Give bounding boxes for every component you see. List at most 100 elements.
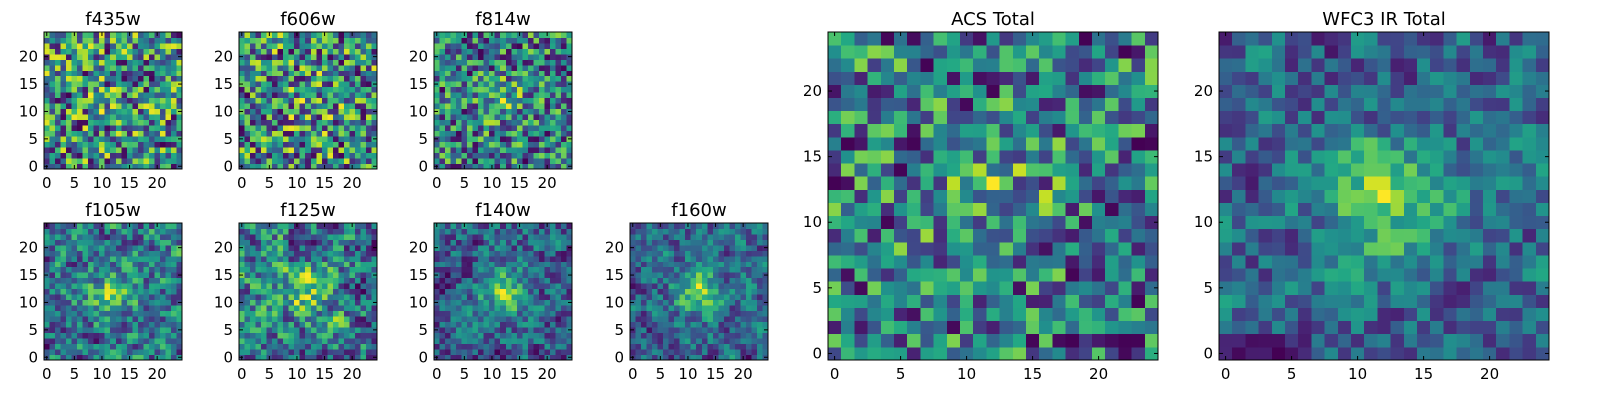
heatmap-cell bbox=[371, 86, 378, 93]
heatmap-cell bbox=[239, 310, 245, 317]
heatmap-cell bbox=[310, 42, 317, 49]
heatmap-cell bbox=[132, 305, 139, 312]
heatmap-cell bbox=[685, 299, 692, 306]
heatmap-cell bbox=[332, 261, 339, 268]
y-tick-label: 0 bbox=[223, 157, 233, 175]
heatmap-cell bbox=[1078, 320, 1093, 335]
heatmap-cell bbox=[450, 53, 457, 60]
heatmap-cell bbox=[310, 119, 317, 126]
heatmap-cell bbox=[1092, 346, 1106, 361]
heatmap-cell bbox=[55, 255, 61, 262]
heatmap-cell bbox=[88, 152, 95, 159]
heatmap-cell bbox=[960, 320, 974, 335]
heatmap-cell bbox=[756, 343, 763, 350]
heatmap-cell bbox=[549, 283, 556, 290]
heatmap-cell bbox=[751, 294, 758, 301]
heatmap-cell bbox=[299, 147, 306, 153]
heatmap-cell bbox=[522, 125, 529, 132]
heatmap-cell bbox=[294, 158, 301, 164]
heatmap-cell bbox=[729, 223, 736, 229]
heatmap-cell bbox=[657, 327, 664, 333]
heatmap-cell bbox=[143, 59, 150, 66]
heatmap-cell bbox=[126, 310, 133, 317]
heatmap-cell bbox=[104, 59, 111, 66]
heatmap-cell bbox=[170, 288, 177, 295]
heatmap-cell bbox=[360, 86, 367, 93]
heatmap-cell bbox=[343, 338, 350, 344]
heatmap-cell bbox=[126, 283, 133, 290]
heatmap-cell bbox=[734, 250, 741, 257]
heatmap-cell bbox=[946, 202, 961, 217]
heatmap-cell bbox=[478, 349, 485, 355]
heatmap-cell bbox=[1065, 333, 1080, 348]
heatmap-cell bbox=[751, 228, 758, 235]
heatmap-cell bbox=[740, 250, 747, 257]
heatmap-cell bbox=[99, 294, 106, 301]
heatmap-cell bbox=[544, 92, 551, 99]
heatmap-cell bbox=[500, 261, 507, 268]
heatmap-cell bbox=[82, 299, 89, 306]
heatmap-cell bbox=[288, 75, 295, 82]
heatmap-cell bbox=[159, 332, 166, 339]
heatmap-cell bbox=[261, 42, 267, 49]
heatmap-cell bbox=[148, 261, 155, 268]
heatmap-cell bbox=[920, 163, 934, 177]
heatmap-cell bbox=[66, 114, 72, 121]
heatmap-cell bbox=[723, 299, 730, 306]
heatmap-cell bbox=[272, 354, 279, 361]
heatmap-cell bbox=[544, 108, 551, 115]
heatmap-cell bbox=[456, 136, 462, 142]
heatmap-cell bbox=[516, 283, 523, 290]
heatmap-cell bbox=[277, 37, 284, 44]
heatmap-cell bbox=[71, 70, 78, 77]
heatmap-cell bbox=[316, 228, 323, 235]
heatmap-cell bbox=[566, 97, 573, 104]
heatmap-cell bbox=[434, 261, 440, 268]
heatmap-cell bbox=[132, 64, 139, 71]
heatmap-cell bbox=[338, 343, 345, 350]
heatmap-cell bbox=[310, 70, 317, 77]
heatmap-cell bbox=[132, 244, 139, 251]
heatmap-cell bbox=[360, 261, 367, 268]
heatmap-cell bbox=[516, 310, 523, 317]
heatmap-cell bbox=[71, 114, 78, 121]
heatmap-cell bbox=[332, 354, 339, 361]
heatmap-cell bbox=[461, 277, 468, 284]
heatmap-cell bbox=[143, 70, 150, 77]
heatmap-cell bbox=[165, 239, 172, 246]
heatmap-cell bbox=[321, 42, 328, 49]
heatmap-cell bbox=[159, 59, 166, 66]
heatmap-cell bbox=[82, 163, 89, 170]
heatmap-cell bbox=[880, 281, 895, 295]
heatmap-cell bbox=[261, 141, 267, 148]
heatmap-cell bbox=[555, 266, 562, 273]
heatmap-cell bbox=[641, 332, 647, 339]
heatmap-cell bbox=[489, 53, 496, 60]
heatmap-cell bbox=[104, 255, 111, 262]
heatmap-cell bbox=[250, 294, 256, 301]
heatmap-cell bbox=[110, 37, 117, 44]
heatmap-cell bbox=[696, 266, 703, 273]
heatmap-cell bbox=[533, 354, 540, 361]
heatmap-cell bbox=[255, 294, 262, 301]
heatmap-cell bbox=[159, 354, 166, 361]
heatmap-cell bbox=[137, 277, 144, 284]
heatmap-cell bbox=[44, 338, 50, 344]
heatmap-cell bbox=[338, 32, 345, 38]
heatmap-cell bbox=[305, 114, 312, 121]
heatmap-cell bbox=[66, 294, 72, 301]
heatmap-cell bbox=[327, 48, 334, 55]
heatmap-cell bbox=[751, 255, 758, 262]
heatmap-cell bbox=[478, 255, 485, 262]
heatmap-cell bbox=[740, 277, 747, 284]
heatmap-cell bbox=[250, 354, 256, 361]
heatmap-cell bbox=[652, 283, 658, 290]
heatmap-cell bbox=[148, 97, 155, 104]
heatmap-cell bbox=[261, 48, 267, 55]
heatmap-cell bbox=[299, 223, 306, 229]
heatmap-cell bbox=[505, 244, 512, 251]
heatmap-cell bbox=[360, 310, 367, 317]
heatmap-cell bbox=[55, 92, 61, 99]
heatmap-cell bbox=[99, 338, 106, 344]
heatmap-cell bbox=[165, 97, 172, 104]
